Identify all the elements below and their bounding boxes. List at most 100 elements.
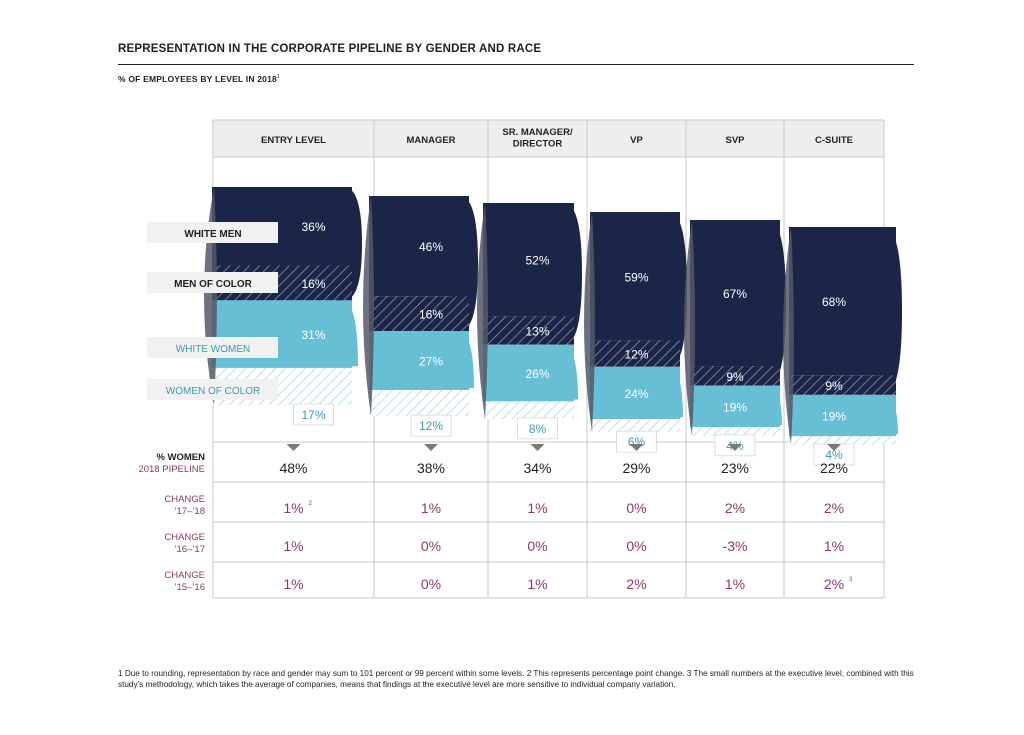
value-box-women-of-color: [517, 417, 558, 440]
change-value: 1%: [725, 576, 745, 592]
change-value: 0%: [421, 576, 441, 592]
value-men-of-color: 13%: [525, 325, 549, 339]
segment-white-women: [369, 331, 469, 391]
value-box-women-of-color: [410, 414, 452, 437]
pct-women-value: 23%: [721, 460, 749, 476]
change-value: 1%: [824, 538, 844, 554]
change-value: 2%: [824, 500, 844, 516]
segment-white-women: [789, 394, 896, 437]
footnote: 1 Due to rounding, representation by rac…: [118, 669, 914, 689]
segment-men-of-color: [690, 366, 780, 386]
subtitle-footnote-marker: 1: [276, 74, 280, 81]
value-white-women: 27%: [419, 355, 443, 369]
segment-women-of-color: [690, 427, 780, 436]
chart-subtitle: % OF EMPLOYEES BY LEVEL IN 20181: [118, 74, 280, 84]
cylinder-left-face: [363, 196, 374, 417]
change-value: 0%: [626, 538, 646, 554]
segment-white-men: [483, 203, 574, 317]
segment-men-of-color: [789, 375, 896, 395]
segment-white-men: [789, 227, 896, 376]
value-women-of-color: 8%: [529, 422, 547, 436]
legend-white-men-box: [147, 222, 278, 243]
legend-men-of-color-box: [147, 272, 278, 293]
down-arrow-marker: [424, 444, 438, 451]
change-footnote-marker: 3: [849, 577, 853, 583]
value-men-of-color: 9%: [825, 379, 843, 393]
value-men-of-color: 16%: [301, 277, 325, 291]
down-arrow-marker: [286, 444, 301, 451]
change-value: 1%: [283, 500, 303, 516]
change-value: -3%: [723, 538, 748, 554]
pct-women-value: 38%: [417, 460, 445, 476]
value-men-of-color: 12%: [624, 348, 648, 362]
segment-white-men: [590, 212, 680, 341]
change-value: 0%: [626, 500, 646, 516]
column-header: ENTRY LEVEL: [261, 135, 326, 146]
pct-women-value: 22%: [820, 460, 848, 476]
row-label-period: ’17–’18: [174, 506, 205, 517]
pct-women-value: 29%: [622, 460, 650, 476]
segment-women-of-color: [789, 436, 896, 445]
down-arrow-marker: [530, 444, 545, 451]
pipeline-chart: ENTRY LEVEL MANAGER SR. MANAGER/DIRECTOR VP…: [138, 119, 902, 599]
value-men-of-color: 9%: [726, 370, 744, 384]
value-women-of-color: 4%: [825, 448, 843, 462]
segment-white-men: [369, 196, 469, 297]
change-value: 1%: [283, 538, 303, 554]
value-white-men: 52%: [525, 254, 549, 268]
change-value: 2%: [626, 576, 646, 592]
column-header: MANAGER: [406, 135, 455, 146]
legend-women-of-color-box: [147, 379, 278, 400]
value-white-women: 24%: [624, 387, 648, 401]
row-label-change: CHANGE: [164, 494, 205, 505]
value-white-women: 19%: [822, 410, 846, 424]
value-white-men: 46%: [419, 240, 443, 254]
legend-white-men: WHITE MEN: [184, 229, 241, 240]
change-value: 2%: [824, 576, 844, 592]
cylinder-left-face: [783, 227, 794, 445]
down-arrow-marker: [629, 444, 644, 451]
column-header: SVP: [725, 135, 745, 146]
segment-white-women: [690, 385, 780, 428]
change-value: 0%: [421, 538, 441, 554]
column-header: C-SUITE: [815, 135, 853, 146]
pct-women-value: 34%: [523, 460, 551, 476]
value-white-women: 26%: [525, 367, 549, 381]
change-value: 1%: [421, 500, 441, 516]
row-label-pct-women: % WOMEN: [156, 452, 205, 463]
cylinder-left-face: [477, 203, 488, 419]
segment-men-of-color: [369, 296, 469, 332]
legend-white-women: WHITE WOMEN: [176, 344, 250, 355]
segment-women-of-color: [483, 401, 574, 419]
change-footnote-marker: 2: [309, 501, 313, 507]
change-value: 0%: [527, 538, 547, 554]
change-value: 2%: [725, 500, 745, 516]
column-header: SR. MANAGER/DIRECTOR: [502, 127, 573, 150]
title-divider: [118, 64, 914, 65]
header-band: [213, 120, 884, 157]
legend-men-of-color: MEN OF COLOR: [174, 279, 253, 290]
value-box-women-of-color: [616, 430, 657, 453]
down-arrow-marker: [827, 444, 841, 451]
pct-women-value: 48%: [279, 460, 307, 476]
value-men-of-color: 16%: [419, 308, 443, 322]
subtitle-text: % OF EMPLOYEES BY LEVEL IN 2018: [118, 74, 277, 84]
change-value: 1%: [283, 576, 303, 592]
row-label-change: CHANGE: [164, 532, 205, 543]
chart-title: REPRESENTATION IN THE CORPORATE PIPELINE…: [118, 43, 542, 55]
legend-women-of-color: WOMEN OF COLOR: [166, 386, 260, 397]
segment-men-of-color: [590, 340, 680, 367]
value-women-of-color: 17%: [301, 408, 325, 422]
segment-white-women: [483, 344, 574, 402]
row-label-change: CHANGE: [164, 570, 205, 581]
cylinder-left-face: [584, 212, 595, 433]
cylinder-left-face: [684, 220, 695, 436]
change-value: 1%: [527, 576, 547, 592]
value-women-of-color: 12%: [419, 419, 443, 433]
value-box-women-of-color: [293, 403, 334, 426]
segment-white-men: [690, 220, 780, 367]
segment-white-women: [590, 366, 680, 420]
row-label-period: ’16–’17: [174, 544, 205, 555]
row-sublabel-pipeline: 2018 PIPELINE: [138, 464, 205, 475]
column-header: VP: [630, 135, 643, 146]
